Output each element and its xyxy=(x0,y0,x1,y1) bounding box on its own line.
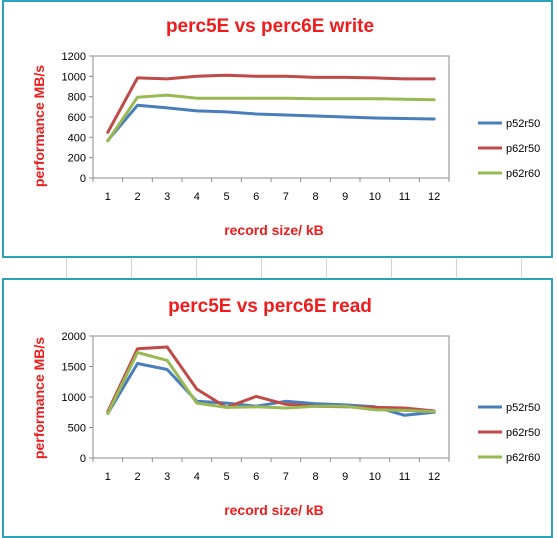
legend-label-p62r60: p62r60 xyxy=(506,168,540,180)
series-line-p62r50 xyxy=(106,345,436,414)
series-line-p52r50 xyxy=(106,103,436,142)
y-axis-label: performance MB/s xyxy=(31,337,47,459)
read-chart: perc5E vs perc6E read performance MB/s r… xyxy=(31,296,540,518)
x-tick-label: 1 xyxy=(105,191,111,203)
x-tick-label: 6 xyxy=(253,191,259,203)
x-tick-label: 2 xyxy=(134,191,140,203)
chart-title: perc5E vs perc6E read xyxy=(168,296,372,317)
legend-label-p62r50: p62r50 xyxy=(506,143,540,155)
y-tick-label: 1200 xyxy=(62,51,86,63)
x-tick-label: 3 xyxy=(164,191,170,203)
y-tick-label: 1000 xyxy=(62,71,86,83)
x-tick-label: 1 xyxy=(105,471,111,483)
chart-title: perc5E vs perc6E write xyxy=(166,16,374,37)
x-tick-label: 12 xyxy=(428,471,440,483)
read-chart-panel[interactable]: perc5E vs perc6E read performance MB/s r… xyxy=(2,278,553,538)
write-chart-panel[interactable]: perc5E vs perc6E write performance MB/s … xyxy=(2,0,553,258)
y-tick-label: 400 xyxy=(68,132,86,144)
y-tick-label: 1500 xyxy=(62,362,86,374)
x-tick-label: 7 xyxy=(283,471,289,483)
x-tick-label: 9 xyxy=(342,191,348,203)
y-tick-label: 800 xyxy=(68,92,86,104)
x-tick-label: 10 xyxy=(369,471,381,483)
x-tick-label: 5 xyxy=(223,191,229,203)
x-tick-label: 4 xyxy=(194,471,200,483)
x-tick-label: 12 xyxy=(428,191,440,203)
x-tick-label: 6 xyxy=(253,471,259,483)
x-tick-label: 8 xyxy=(312,191,318,203)
x-axis-label: record size/ kB xyxy=(224,222,324,238)
x-axis-label: record size/ kB xyxy=(224,502,324,518)
y-tick-label: 200 xyxy=(68,153,86,165)
x-tick-label: 9 xyxy=(342,471,348,483)
x-tick-label: 5 xyxy=(223,471,229,483)
y-tick-label: 600 xyxy=(68,112,86,124)
legend-label-p62r60: p62r60 xyxy=(506,452,540,464)
y-tick-label: 1000 xyxy=(62,392,86,404)
y-axis-label: performance MB/s xyxy=(31,65,47,187)
series-line-p62r60 xyxy=(106,351,436,415)
x-tick-label: 11 xyxy=(399,471,410,483)
x-tick-label: 4 xyxy=(194,191,200,203)
legend-label-p52r50: p52r50 xyxy=(506,402,540,414)
x-tick-label: 7 xyxy=(283,191,289,203)
x-tick-label: 10 xyxy=(369,191,381,203)
write-chart: perc5E vs perc6E write performance MB/s … xyxy=(31,16,540,238)
series-line-p62r50 xyxy=(106,73,436,134)
x-tick-label: 3 xyxy=(164,471,170,483)
legend-label-p52r50: p52r50 xyxy=(506,118,540,130)
x-tick-label: 8 xyxy=(312,471,318,483)
x-tick-label: 2 xyxy=(134,471,140,483)
y-tick-label: 0 xyxy=(80,173,86,185)
x-tick-label: 11 xyxy=(399,191,410,203)
y-tick-label: 2000 xyxy=(62,331,86,343)
series-line-p62r60 xyxy=(106,93,436,143)
y-tick-label: 0 xyxy=(80,453,86,465)
y-tick-label: 500 xyxy=(68,423,86,435)
legend-label-p62r50: p62r50 xyxy=(506,427,540,439)
spreadsheet-gridlines xyxy=(0,258,557,278)
